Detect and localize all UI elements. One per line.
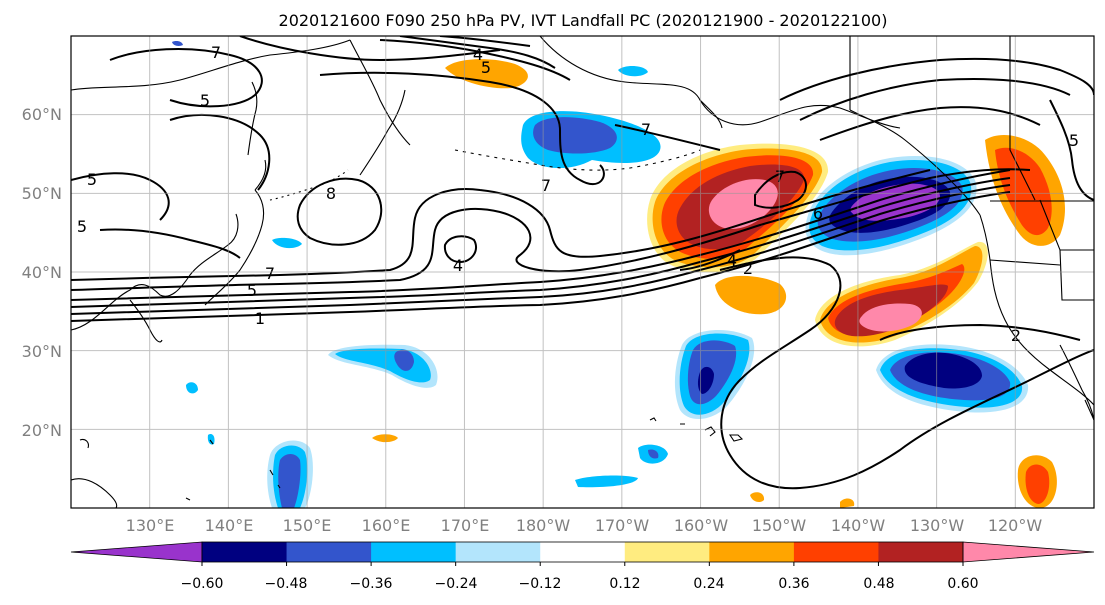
- colorbar-bin: [793, 542, 879, 562]
- ivt-positive-region: [445, 59, 528, 89]
- lon-label: 140°E: [205, 516, 254, 535]
- contour-label: 2: [743, 259, 753, 278]
- colorbar-bin: [455, 542, 541, 562]
- contour-label: 5: [1069, 131, 1079, 150]
- colorbar-tick-label: 0.60: [947, 576, 978, 592]
- lon-tick-labels: 130°E 140°E 150°E 160°E 170°E 180°W 170°…: [126, 516, 1043, 535]
- contour-label: 7: [211, 43, 221, 62]
- lon-label: 150°W: [752, 516, 807, 535]
- map-content: 7 5 4 5 7 5 5 8 7 4 7 5 1 7 6 4 2 2 5: [71, 36, 1094, 508]
- colorbar-bin: [202, 542, 288, 562]
- contour-label: 5: [247, 281, 257, 300]
- contour-label: 2: [1011, 326, 1021, 345]
- gridlines: [71, 36, 1094, 508]
- lat-label: 50°N: [22, 184, 62, 203]
- contour-label: 4: [453, 256, 463, 275]
- ivt-positive-region: [715, 275, 787, 315]
- ivt-positive-region: [859, 303, 922, 332]
- ivt-positive-region: [750, 492, 765, 503]
- ivt-negative-region: [904, 352, 982, 389]
- contour-label: 5: [200, 91, 210, 110]
- ivt-negative-region: [207, 434, 215, 445]
- ivt-negative-region: [272, 237, 302, 249]
- contour-label: 7: [265, 264, 275, 283]
- lon-label: 130°W: [910, 516, 965, 535]
- ivt-negative-region: [186, 382, 198, 394]
- colorbar-bin: [624, 542, 710, 562]
- lat-tick-labels: 60°N 50°N 40°N 30°N 20°N: [22, 105, 62, 440]
- contour-label: 7: [641, 120, 651, 139]
- lon-label: 160°E: [362, 516, 411, 535]
- colorbar-tick-label: −0.60: [181, 576, 224, 592]
- contour-label: 5: [87, 170, 97, 189]
- contour-label: 4: [473, 45, 483, 64]
- colorbar-bin: [371, 542, 457, 562]
- ivt-positive-region: [1025, 464, 1050, 504]
- colorbar-bin: [286, 542, 372, 562]
- colorbar-tick-label: −0.36: [350, 576, 393, 592]
- colorbar-tick-label: 0.36: [778, 576, 809, 592]
- colorbar-tick-label: −0.24: [435, 576, 478, 592]
- contour-label: 7: [775, 167, 785, 186]
- lon-label: 140°W: [831, 516, 886, 535]
- ivt-negative-region: [618, 66, 648, 77]
- ivt-negative-region: [697, 366, 714, 394]
- map-frame: [70, 35, 1095, 509]
- colorbar-tick-label: 0.24: [693, 576, 724, 592]
- pv-contour-labels: 7 5 4 5 7 5 5 8 7 4 7 5 1 7 6 4 2 2 5: [77, 43, 1079, 345]
- colorbar-bin: [878, 542, 964, 562]
- contour-label: 6: [813, 204, 823, 223]
- lon-label: 120°W: [988, 516, 1043, 535]
- colorbar-bin: [709, 542, 795, 562]
- lon-label: 180°W: [516, 516, 571, 535]
- colorbar-bin: [540, 542, 626, 562]
- lat-label: 40°N: [22, 263, 62, 282]
- colorbar-tick-labels: −0.60 −0.48 −0.36 −0.24 −0.12 0.12 0.24 …: [181, 576, 979, 592]
- colorbar-tick-label: −0.12: [519, 576, 562, 592]
- ivt-negative-region: [278, 454, 301, 508]
- pv-contours: [71, 36, 1094, 490]
- coastlines: [71, 36, 1094, 508]
- ivt-negative-region: [648, 449, 659, 459]
- figure-title: 2020121600 F090 250 hPa PV, IVT Landfall…: [279, 11, 888, 30]
- lon-label: 170°W: [595, 516, 650, 535]
- lon-label: 170°E: [441, 516, 490, 535]
- colorbar-extend-high: [962, 541, 1095, 563]
- lat-label: 30°N: [22, 342, 62, 361]
- lat-label: 20°N: [22, 421, 62, 440]
- lat-label: 60°N: [22, 105, 62, 124]
- ivt-negative-region: [394, 349, 414, 371]
- ivt-negative-region: [533, 117, 617, 154]
- contour-label: 5: [481, 58, 491, 77]
- colorbar-extend-low: [70, 541, 203, 563]
- colorbar-tick-label: −0.48: [265, 576, 308, 592]
- colorbar-frame: [201, 541, 964, 563]
- ivt-positive-region: [372, 434, 398, 443]
- ivt-negative-region: [172, 41, 183, 46]
- ivt-positive-region: [840, 498, 855, 508]
- colorbar: [70, 541, 1095, 566]
- contour-label: 7: [541, 176, 551, 195]
- colorbar-tick-label: 0.12: [609, 576, 640, 592]
- lon-label: 160°W: [674, 516, 729, 535]
- lon-label: 130°E: [126, 516, 175, 535]
- ivt-positive-region: [708, 179, 778, 230]
- contour-label: 1: [255, 309, 265, 328]
- lon-label: 150°E: [283, 516, 332, 535]
- contour-label: 5: [77, 217, 87, 236]
- contour-label: 4: [727, 251, 737, 270]
- colorbar-tick-label: 0.48: [863, 576, 894, 592]
